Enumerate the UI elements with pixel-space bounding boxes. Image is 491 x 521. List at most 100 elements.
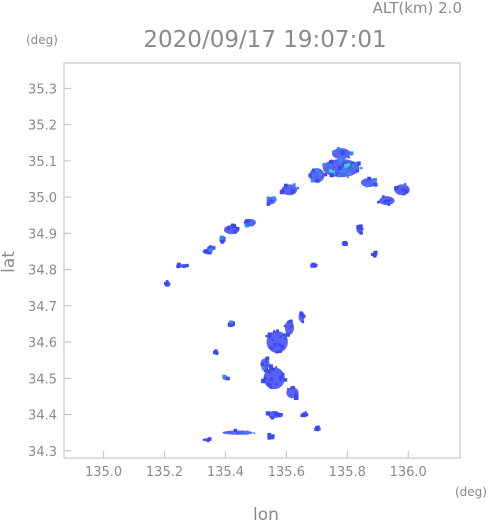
echo-pixel: [265, 334, 268, 338]
echo-pixel: [304, 413, 307, 417]
y-ticks: 34.3 34.4 34.5 34.6 34.7 34.8 34.9 35.0 35.1 35.2…: [28, 82, 71, 460]
echo-pixel: [284, 183, 288, 188]
echo-pixel: [270, 435, 275, 440]
echo-pixel: [271, 434, 274, 436]
echo-pixel: [342, 163, 346, 167]
echo-pixel: [293, 395, 299, 401]
echo-pixel: [269, 345, 272, 348]
echo-pixel: [405, 190, 409, 193]
echo-pixel: [375, 251, 378, 255]
echo-pixel: [315, 427, 320, 432]
echo-pixel: [279, 379, 282, 382]
y-tick-label: 34.5: [28, 372, 57, 387]
y-tick-label: 35.2: [28, 119, 57, 134]
echo-pixel: [330, 170, 335, 175]
echo-pixel: [269, 367, 272, 370]
echo-pixel: [296, 186, 300, 190]
echo-pixel: [406, 186, 409, 189]
echo-pixel: [277, 342, 281, 346]
echo-pixel: [229, 320, 234, 324]
echo-cluster: [308, 168, 328, 183]
echo-pixel: [272, 330, 276, 333]
echo-pixel: [389, 198, 392, 201]
echo-cluster: [265, 329, 288, 354]
echo-cluster: [223, 223, 240, 235]
echo-pixel: [215, 351, 219, 354]
echo-pixel: [299, 313, 303, 316]
echo-pixel: [404, 183, 407, 186]
echo-pixel: [270, 416, 275, 420]
echo-pixel: [387, 203, 391, 206]
echo-pixel: [299, 311, 303, 315]
echo-pixel: [264, 366, 267, 368]
echo-pixel: [269, 386, 273, 389]
echo-pixel: [294, 393, 298, 396]
echo-pixel: [271, 196, 276, 201]
echo-cluster: [219, 235, 226, 244]
echo-pixel: [356, 161, 361, 166]
x-tick-label: 135.0: [85, 465, 122, 480]
echo-cluster: [377, 195, 395, 206]
echo-pixel: [167, 283, 170, 286]
echo-pixel: [182, 264, 187, 268]
echo-pixel: [249, 222, 253, 226]
echo-pixel: [244, 223, 249, 228]
echo-pixel: [370, 182, 373, 184]
echo-pixel: [381, 195, 385, 198]
echo-cluster: [300, 411, 309, 418]
echo-pixel: [269, 368, 272, 371]
echo-pixel: [344, 162, 347, 165]
echo-pixel: [383, 200, 387, 203]
echo-cluster: [283, 319, 294, 337]
echo-pixel: [253, 432, 256, 434]
echo-pixel: [336, 147, 340, 151]
echo-pixel: [267, 436, 271, 440]
echo-pixel: [356, 169, 360, 173]
echo-cluster: [227, 320, 235, 327]
echo-cluster: [279, 183, 300, 196]
echo-pixel: [165, 282, 168, 285]
echo-pixel: [348, 156, 350, 159]
echo-pixel: [344, 163, 349, 168]
echo-pixel: [370, 252, 375, 256]
echo-pixel: [263, 376, 267, 380]
echo-pixel: [206, 439, 209, 442]
echo-pixel: [226, 376, 230, 381]
x-tick-label: 135.6: [268, 465, 305, 480]
echo-pixel: [305, 413, 309, 417]
echo-pixel: [271, 367, 276, 372]
x-tick-label: 135.4: [207, 465, 244, 480]
echo-pixel: [244, 431, 249, 435]
echo-pixel: [355, 161, 358, 165]
echo-pixel: [274, 382, 278, 386]
echo-pixel: [165, 284, 168, 287]
echo-pixel: [261, 366, 266, 371]
echo-pixel: [267, 432, 272, 437]
echo-cluster: [222, 428, 256, 435]
echo-cluster: [265, 410, 283, 420]
echo-pixel: [311, 174, 315, 178]
echo-pixel: [237, 431, 240, 434]
x-ticks: 135.0 135.2 135.4 135.6 135.8 136.0: [85, 451, 427, 480]
echo-pixel: [308, 173, 313, 178]
echo-pixel: [279, 375, 283, 380]
echo-pixel: [283, 324, 286, 327]
echo-pixel: [377, 200, 380, 204]
x-axis-label: lon: [253, 505, 279, 521]
echo-pixel: [402, 193, 405, 196]
echo-pixel: [289, 319, 293, 323]
echo-pixel: [360, 166, 363, 170]
echo-pixel: [223, 376, 226, 378]
echo-pixel: [266, 364, 268, 366]
echo-pixel: [278, 349, 282, 353]
echo-pixel: [247, 221, 251, 225]
altitude-label: ALT(km) 2.0: [373, 0, 462, 17]
echo-pixel: [318, 171, 322, 176]
echo-pixel: [269, 197, 274, 202]
echo-pixel: [301, 320, 305, 324]
echo-pixel: [372, 178, 377, 183]
echo-pixel: [207, 246, 210, 250]
echo-pixel: [163, 282, 167, 286]
echo-pixel: [279, 189, 285, 195]
echo-pixel: [226, 226, 231, 230]
